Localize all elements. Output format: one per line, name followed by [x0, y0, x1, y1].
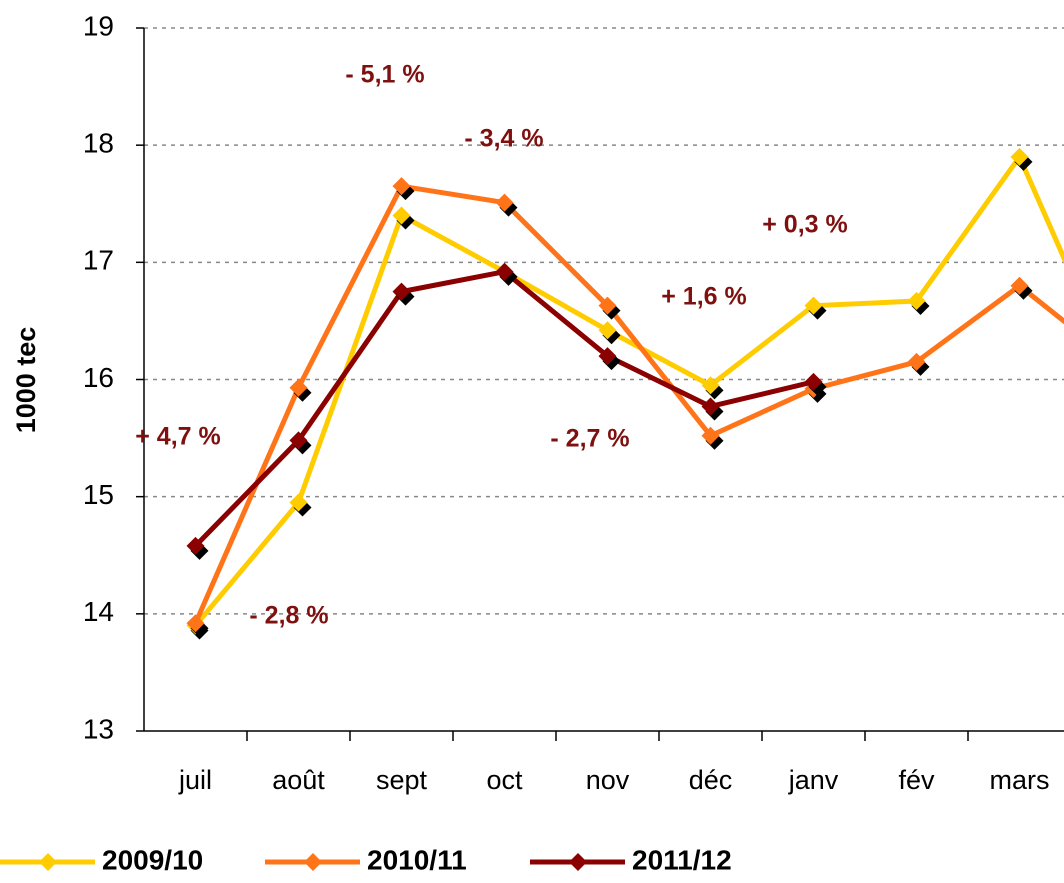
- marker: [495, 193, 514, 212]
- annotation: + 4,7 %: [135, 423, 220, 451]
- marker: [186, 536, 205, 555]
- y-axis-label: 1000 tec: [11, 327, 41, 434]
- annotation: + 0,3 %: [762, 211, 847, 239]
- y-tick-label: 14: [83, 596, 114, 627]
- x-tick-label: juil: [178, 765, 212, 795]
- y-tick-label: 19: [83, 10, 114, 41]
- marker: [701, 397, 720, 416]
- annotation: + 1,6 %: [661, 283, 746, 311]
- legend-label: 2009/10: [102, 844, 203, 875]
- series-line: [193, 183, 1064, 625]
- y-tick-label: 18: [83, 128, 114, 159]
- marker: [804, 372, 823, 391]
- marker: [1010, 147, 1029, 166]
- marker: [907, 291, 926, 310]
- legend-marker: [39, 853, 57, 871]
- marker: [598, 347, 617, 366]
- marker: [701, 426, 720, 445]
- marker: [289, 431, 308, 450]
- marker: [701, 376, 720, 395]
- x-tick-label: déc: [689, 765, 733, 795]
- x-tick-label: janv: [788, 765, 839, 795]
- marker: [907, 352, 926, 371]
- annotation: - 3,4 %: [464, 125, 543, 153]
- legend-label: 2010/11: [367, 844, 467, 875]
- marker: [598, 296, 617, 315]
- marker: [598, 321, 617, 340]
- marker: [392, 206, 411, 225]
- legend-marker: [304, 853, 322, 871]
- annotation: - 2,7 %: [550, 425, 629, 453]
- x-tick-label: nov: [586, 765, 630, 795]
- annotation: - 2,8 %: [249, 602, 328, 630]
- y-tick-label: 16: [83, 362, 114, 393]
- marker: [289, 378, 308, 397]
- legend-label: 2011/12: [632, 844, 732, 875]
- marker: [289, 493, 308, 512]
- x-tick-label: août: [272, 765, 325, 795]
- marker: [495, 262, 514, 281]
- annotation: - 5,1 %: [345, 61, 424, 89]
- marker: [804, 296, 823, 315]
- y-tick-label: 13: [83, 713, 114, 744]
- marker: [392, 177, 411, 196]
- marker: [186, 614, 205, 633]
- legend-marker: [569, 853, 587, 871]
- marker: [392, 282, 411, 301]
- marker: [1010, 276, 1029, 295]
- series-line: [193, 154, 1064, 628]
- y-tick-label: 15: [83, 479, 114, 510]
- x-tick-label: mars: [990, 765, 1050, 795]
- x-tick-label: sept: [376, 765, 428, 795]
- y-tick-label: 17: [83, 245, 114, 276]
- x-tick-label: oct: [486, 765, 523, 795]
- x-tick-label: fév: [898, 765, 935, 795]
